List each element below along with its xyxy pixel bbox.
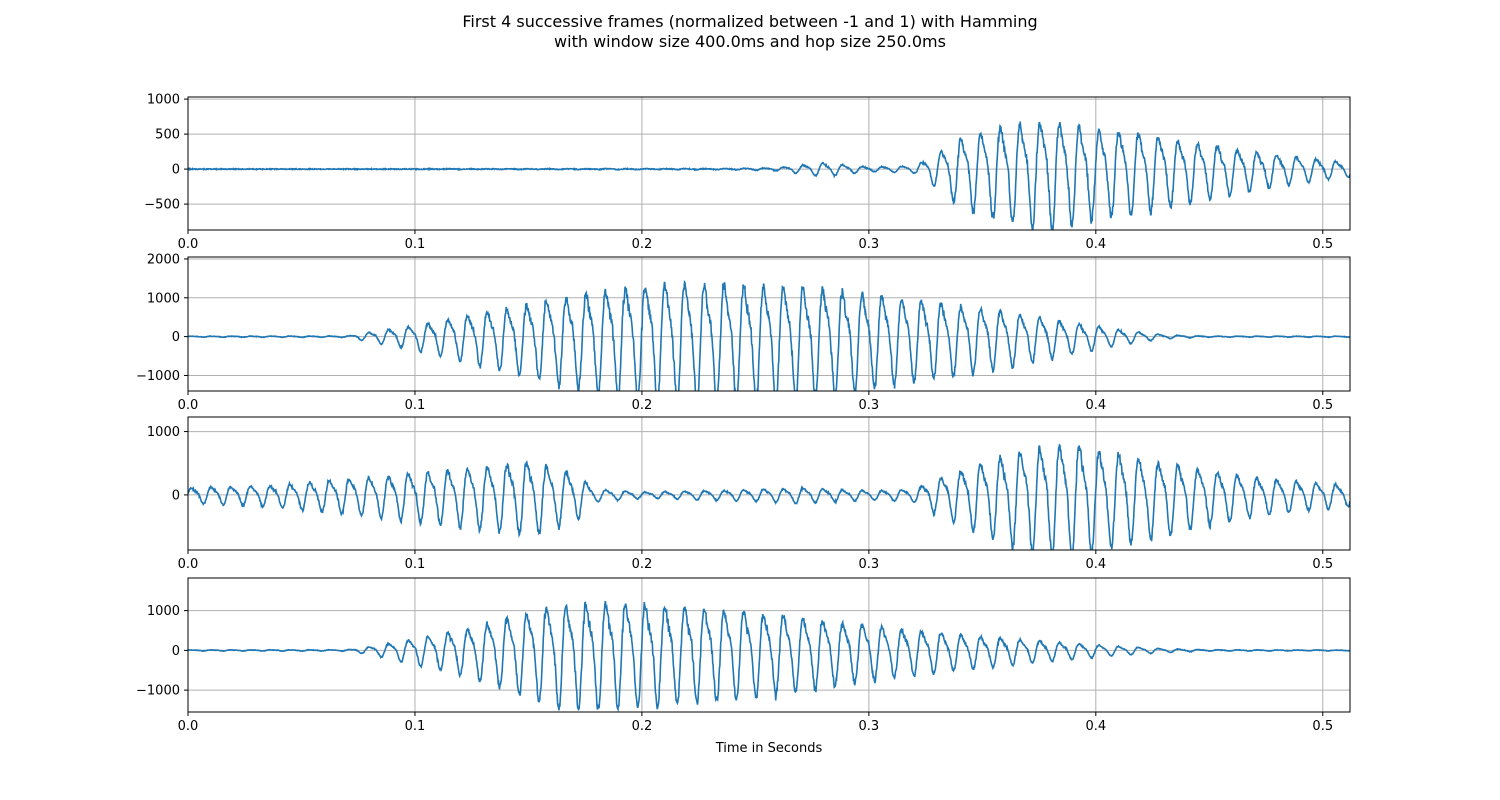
x-tick-label-0: 0.0 <box>178 398 199 413</box>
axes-frame <box>187 96 1351 231</box>
x-tick-label-0: 0.0 <box>178 557 199 572</box>
x-tick-label-3: 0.3 <box>859 557 880 572</box>
subplot-4: 0.0 0.1 0.2 0.3 0.4 0.5 −1000 0 1000 Time in Seco… <box>136 577 1351 756</box>
x-tick-label-2: 0.2 <box>632 557 653 572</box>
axes-frame <box>187 577 1351 713</box>
y-tick-label-3: 1000 <box>147 93 180 108</box>
x-tick-label-4: 0.4 <box>1085 557 1106 572</box>
x-tick-label-5: 0.5 <box>1312 237 1333 252</box>
x-tick-label-5: 0.5 <box>1312 719 1333 734</box>
y-tick-label-1: 0 <box>172 330 180 345</box>
x-tick-label-3: 0.3 <box>859 237 880 252</box>
x-tick-label-3: 0.3 <box>859 719 880 734</box>
y-tick-label-2: 1000 <box>147 604 180 619</box>
x-tick-label-1: 0.1 <box>405 398 426 413</box>
figure-title: First 4 successive frames (normalized be… <box>0 12 1500 52</box>
x-tick-label-2: 0.2 <box>632 237 653 252</box>
x-tick-label-2: 0.2 <box>632 398 653 413</box>
x-tick-label-4: 0.4 <box>1085 719 1106 734</box>
x-tick-label-4: 0.4 <box>1085 398 1106 413</box>
x-tick-label-4: 0.4 <box>1085 237 1106 252</box>
x-tick-label-1: 0.1 <box>405 557 426 572</box>
y-tick-label-0: −1000 <box>136 684 180 699</box>
x-tick-label-5: 0.5 <box>1312 557 1333 572</box>
waveform-series <box>188 443 1350 550</box>
y-tick-label-2: 1000 <box>147 291 180 306</box>
axes-frame <box>187 416 1351 551</box>
subplot-2: 0.0 0.1 0.2 0.3 0.4 0.5 −1000 0 1000 2000 <box>136 252 1351 413</box>
y-tick-label-2: 500 <box>155 128 180 143</box>
x-tick-label-3: 0.3 <box>859 398 880 413</box>
y-tick-label-1: 1000 <box>147 425 180 440</box>
title-line-1: First 4 successive frames (normalized be… <box>462 12 1038 31</box>
waveform-series <box>188 121 1350 230</box>
x-tick-label-5: 0.5 <box>1312 398 1333 413</box>
x-tick-label-1: 0.1 <box>405 719 426 734</box>
subplot-3: 0.0 0.1 0.2 0.3 0.4 0.5 0 1000 <box>147 416 1351 572</box>
axes-frame <box>187 256 1351 392</box>
x-tick-label-2: 0.2 <box>632 719 653 734</box>
title-line-2: with window size 400.0ms and hop size 25… <box>554 32 946 51</box>
y-tick-label-0: −1000 <box>136 369 180 384</box>
y-tick-label-0: 0 <box>172 488 180 503</box>
subplot-1: 0.0 0.1 0.2 0.3 0.4 0.5 −500 0 500 1000 <box>144 93 1351 252</box>
x-tick-label-0: 0.0 <box>178 237 199 252</box>
x-tick-label-0: 0.0 <box>178 719 199 734</box>
x-tick-label-1: 0.1 <box>405 237 426 252</box>
x-axis-label: Time in Seconds <box>715 741 823 756</box>
y-tick-label-0: −500 <box>144 198 180 213</box>
waveform-series <box>188 601 1350 712</box>
y-tick-label-1: 0 <box>172 163 180 178</box>
waveform-series <box>188 279 1350 391</box>
y-tick-label-3: 2000 <box>147 252 180 267</box>
y-tick-label-1: 0 <box>172 644 180 659</box>
